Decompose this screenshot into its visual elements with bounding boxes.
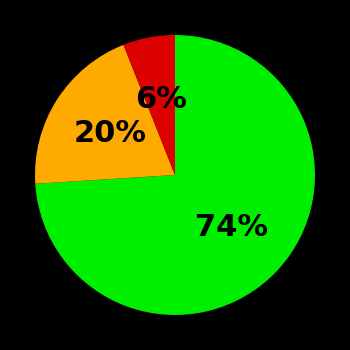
Text: 6%: 6% <box>135 85 187 114</box>
Text: 20%: 20% <box>74 119 147 148</box>
Wedge shape <box>124 35 175 175</box>
Text: 74%: 74% <box>195 213 268 242</box>
Wedge shape <box>35 45 175 184</box>
Wedge shape <box>35 35 315 315</box>
